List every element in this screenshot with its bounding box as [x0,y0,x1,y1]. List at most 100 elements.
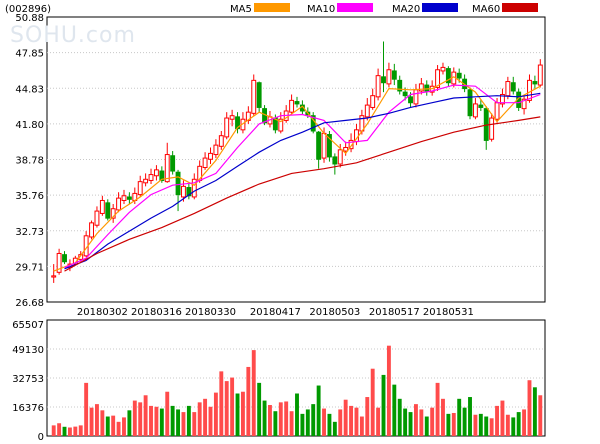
candle-up [153,165,159,181]
candle-body [213,144,219,156]
candle-down [391,63,397,86]
volume-bar [462,407,467,436]
volume-bar [143,395,148,436]
candle-body [478,104,484,108]
volume-bar [170,405,175,436]
candle-body [337,149,343,165]
volume-bar [159,408,164,436]
candle-body [381,76,386,84]
ma5-legend-swatch [254,3,290,12]
price-tick-label: 47.85 [15,49,44,60]
candle-body [105,202,111,219]
candle-body [208,152,213,160]
candle-body [402,91,408,97]
candle-up [137,175,143,197]
price-tick-label: 32.73 [15,227,44,238]
volume-bar [424,416,429,436]
candle-body [186,187,192,197]
candle-up [537,59,543,88]
candle-body [126,196,132,200]
price-tick-label: 38.78 [15,156,44,167]
candle-body [364,104,370,118]
candle-up [289,94,295,115]
volume-bar [300,413,305,436]
volume-axis-labels: 65507 49130 32753 16376 0 [12,320,44,443]
volume-bar [240,391,245,436]
volume-bar [203,398,208,436]
candle-down [186,182,192,200]
volume-bar [111,415,116,436]
volume-bar [495,405,499,436]
volume-bar [527,380,532,436]
volume-bar [386,345,391,436]
candle-body [229,115,235,120]
volume-bar [435,382,440,436]
candle-body [510,82,516,92]
candle-up [440,62,446,75]
volume-bar [73,426,78,436]
candle-body [532,81,538,85]
volume-bar [305,409,310,436]
volume-bar [165,391,170,436]
date-axis-labels: 20180302 20180316 20180330 20180417 20180503… [77,307,474,318]
candle-up [56,248,62,275]
price-tick-label: 26.68 [15,298,44,309]
volume-bar [354,407,359,436]
candle-body [218,135,224,147]
candle-up [435,65,441,91]
volume-bar [441,398,445,436]
candle-up [500,88,505,108]
candle-down [294,96,300,108]
candle-up [418,78,424,95]
watermark: SOHU.com [10,23,135,48]
volume-bar [116,421,121,436]
volume-bar [370,368,375,436]
volume-bar [257,382,262,436]
price-tick-label: 44.83 [15,84,44,95]
candle-body [397,79,403,92]
candle-body [375,75,381,98]
candle-up [51,264,57,283]
date-tick-label: 20180503 [309,307,360,318]
volume-bar [208,406,213,436]
volume-bar [332,421,337,436]
volume-bar [268,405,272,436]
candle-up [472,98,478,120]
volume-bar [408,412,413,436]
candle-body [175,171,181,196]
candle-up [143,173,149,187]
candle-body [467,89,473,117]
volume-bar [273,411,278,436]
candle-body [289,99,295,113]
candle-body [94,210,100,226]
volume-bar [84,382,89,436]
candle-body [224,117,230,138]
ma20-legend-swatch [422,3,458,12]
candle-down [467,87,473,120]
volume-bar [511,417,516,436]
volume-bar [51,425,56,436]
volume-bar [138,402,143,436]
volume-bar [213,392,218,436]
moving-average-lines [53,76,541,272]
candle-body [537,64,543,86]
candle-body [408,96,413,104]
candle-up [208,147,213,164]
candle-up [370,88,376,110]
volume-bar [176,409,181,436]
candle-up [386,62,392,88]
volume-bar [67,427,72,436]
candle-body [413,89,419,105]
candle-body [489,117,495,140]
candle-up [148,168,154,184]
volume-bar [516,412,521,436]
volume-bar [149,405,153,436]
volume-bar [532,387,537,436]
volume-bar [105,416,110,436]
volume-bar [284,401,289,436]
candle-body [99,199,105,214]
volume-bar [338,409,343,436]
volume-bar [365,397,370,436]
volume-bar [311,404,316,436]
